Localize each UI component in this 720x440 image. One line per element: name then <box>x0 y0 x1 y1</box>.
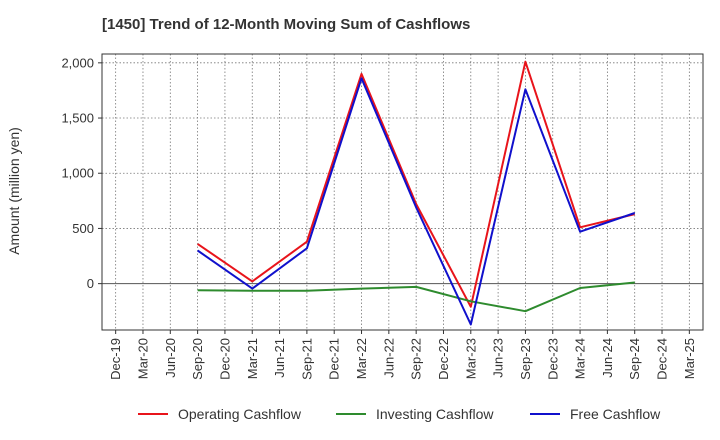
y-tick-label: 0 <box>87 276 94 291</box>
y-tick-label: 500 <box>72 221 94 236</box>
x-tick-label: Dec-19 <box>108 338 123 380</box>
x-tick-label: Sep-23 <box>518 338 533 380</box>
series-line-free-cashflow <box>197 77 636 326</box>
y-axis-label: Amount (million yen) <box>6 127 22 255</box>
series-line-investing-cashflow <box>197 281 635 313</box>
x-tick-labels: Dec-19 Mar-20 Jun-20 Sep-20 Dec-20 Mar-21 Jun-… <box>108 330 697 380</box>
x-tick-label: Mar-20 <box>135 338 150 379</box>
x-tick-label: Jun-22 <box>381 338 396 378</box>
legend-label-operating-cashflow: Operating Cashflow <box>178 406 302 422</box>
x-tick-label: Mar-24 <box>573 338 588 379</box>
x-tick-label: Mar-21 <box>245 338 260 379</box>
x-tick-label: Sep-20 <box>190 338 205 380</box>
x-tick-label: Jun-20 <box>163 338 178 378</box>
y-tick-label: 1,000 <box>61 166 94 181</box>
x-tick-label: Mar-25 <box>682 338 697 379</box>
chart-title: [1450] Trend of 12-Month Moving Sum of C… <box>102 16 470 33</box>
legend-label-investing-cashflow: Investing Cashflow <box>376 406 494 422</box>
x-tick-label: Dec-24 <box>655 338 670 380</box>
x-tick-label: Sep-21 <box>299 338 314 380</box>
grid <box>102 54 703 330</box>
legend: Operating Cashflow Investing Cashflow Free… <box>138 406 661 422</box>
x-tick-label: Jun-21 <box>272 338 287 378</box>
series-layer <box>197 60 636 326</box>
x-tick-label: Dec-21 <box>327 338 342 380</box>
x-tick-label: Mar-22 <box>354 338 369 379</box>
plot-frame <box>101 53 704 331</box>
y-tick-labels: 0 500 1,000 1,500 2,000 <box>61 55 102 291</box>
x-tick-label: Sep-24 <box>627 338 642 380</box>
x-tick-label: Sep-22 <box>409 338 424 380</box>
series-line-operating-cashflow <box>197 60 635 308</box>
y-tick-label: 2,000 <box>61 55 94 70</box>
x-tick-label: Jun-24 <box>600 338 615 378</box>
x-tick-label: Mar-23 <box>463 338 478 379</box>
y-tick-label: 1,500 <box>61 111 94 126</box>
legend-label-free-cashflow: Free Cashflow <box>570 406 661 422</box>
x-tick-label: Dec-20 <box>217 338 232 380</box>
x-tick-label: Jun-23 <box>491 338 506 378</box>
x-tick-label: Dec-22 <box>436 338 451 380</box>
x-tick-label: Dec-23 <box>545 338 560 380</box>
